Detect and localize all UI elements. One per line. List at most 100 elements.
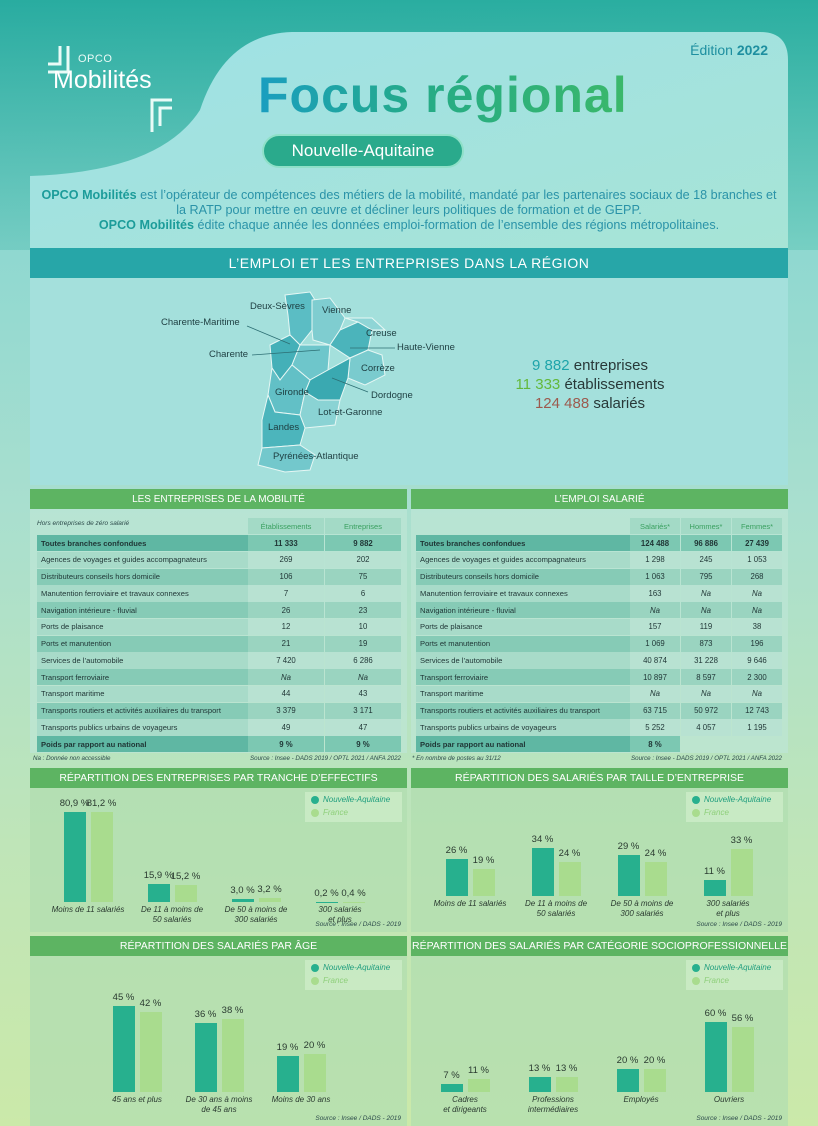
row-label: Poids par rapport au national	[416, 736, 630, 753]
bar	[472, 869, 495, 896]
edition: Édition 2022	[690, 42, 768, 58]
table-note: Hors entreprises de zéro salarié	[37, 520, 130, 527]
table-cell: 9 882	[325, 535, 401, 552]
bar	[558, 862, 581, 896]
row-label: Transport maritime	[416, 685, 630, 702]
table-cell: Na	[248, 669, 324, 686]
value-label: 26 %	[445, 845, 468, 857]
legend: Nouvelle-Aquitaine France	[686, 792, 783, 822]
row-label: Poids par rapport au national	[37, 736, 248, 753]
table-cell: 873	[681, 635, 731, 652]
legend-label: France	[323, 976, 348, 985]
bar	[643, 1068, 666, 1092]
intro-text: est l’opérateur de compétences des métie…	[136, 188, 777, 217]
table-cell: Na	[681, 585, 731, 602]
chart-source: Source : Insee / DADS - 2019	[696, 1115, 782, 1122]
stat-value: 11 333	[515, 376, 561, 393]
legend: Nouvelle-Aquitaine France	[305, 792, 402, 822]
table-cell: 23	[325, 602, 401, 619]
map-label: Pyrénées-Atlantique	[273, 451, 359, 462]
table-cell: 245	[681, 551, 731, 568]
value-label: 38 %	[221, 1005, 244, 1017]
value-label: 19 %	[472, 855, 495, 867]
table-cell: 157	[630, 618, 680, 635]
table-cell: 7	[248, 585, 324, 602]
chart-source: Source : Insee / DADS - 2019	[315, 921, 401, 928]
table-cell: 27 439	[732, 535, 782, 552]
map-label: Charente	[209, 349, 249, 360]
column-header: Hommes*	[681, 518, 731, 534]
table-cell: Na	[630, 602, 680, 619]
category-label: Moins de 11 salariés	[51, 905, 125, 914]
row-label: Manutention ferroviaire et travaux conne…	[416, 585, 630, 602]
map-label: Deux-Sèvres	[250, 301, 305, 312]
intro-paragraph: OPCO Mobilités est l’opérateur de compét…	[36, 188, 782, 218]
table-cell: 163	[630, 585, 680, 602]
edition-year: 2022	[736, 42, 768, 58]
row-label: Ports de plaisance	[416, 618, 630, 635]
table-source: Source : Insee - DADS 2019 / OPTL 2021 /…	[250, 755, 401, 762]
table-cell: 21	[248, 635, 324, 652]
map-label: Haute-Vienne	[397, 342, 455, 353]
table-footnote: * En nombre de postes au 31/12	[412, 755, 501, 762]
value-label: 60 %	[704, 1008, 727, 1019]
value-label: 20 %	[616, 1054, 639, 1066]
category-label: De 50 à moins de 300 salariés	[224, 905, 288, 924]
map-label: Corrèze	[361, 363, 395, 374]
intro-bold: OPCO Mobilités	[41, 188, 137, 202]
table-cell: 31 228	[681, 652, 731, 669]
bar	[221, 1019, 244, 1092]
bar	[139, 1011, 162, 1092]
value-label: 24 %	[558, 848, 581, 860]
section-title: L’EMPLOI ET LES ENTREPRISES DANS LA RÉGI…	[30, 248, 788, 278]
column-header: Entreprises	[325, 518, 401, 534]
category-label: De 11 à moins de 50 salariés	[140, 905, 204, 924]
legend-item: Nouvelle-Aquitaine	[311, 795, 390, 804]
bar	[90, 812, 113, 902]
table-cell: 63 715	[630, 702, 680, 719]
map-label: Lot-et-Garonne	[318, 407, 383, 418]
table-cell: 6	[325, 585, 401, 602]
category-label: Professions intermédiaires	[527, 1095, 579, 1114]
legend-label: France	[323, 808, 348, 817]
table-cell: Na	[325, 669, 401, 686]
row-label: Navigation intérieure - fluvial	[416, 602, 630, 619]
bar	[258, 898, 281, 902]
bar	[617, 855, 640, 896]
column-header: Femmes*	[732, 518, 782, 534]
column-header: Salariés*	[630, 518, 680, 534]
column-header: Établissements	[248, 518, 324, 534]
value-label: 29 %	[617, 841, 640, 853]
table-cell: 43	[325, 685, 401, 702]
legend-swatch	[311, 795, 319, 804]
table-cell: 202	[325, 551, 401, 568]
category-label: Moins de 30 ans	[271, 1095, 331, 1104]
map-label: Dordogne	[371, 390, 413, 401]
row-label: Services de l’automobile	[416, 652, 630, 669]
intro-bold: OPCO Mobilités	[98, 218, 195, 232]
value-label: 13 %	[528, 1062, 551, 1074]
value-label: 20 %	[643, 1054, 666, 1066]
row-label: Ports et manutention	[37, 635, 248, 652]
row-label: Transport maritime	[37, 685, 248, 702]
table-footnote: Na : Donnée non accessible	[33, 755, 111, 762]
row-label: Transport ferroviaire	[416, 669, 630, 686]
bar	[147, 884, 170, 902]
row-label: Navigation intérieure - fluvial	[37, 602, 248, 619]
stat-label: entreprises	[573, 357, 648, 374]
bar	[528, 1076, 551, 1092]
table-cell: 106	[248, 568, 324, 585]
legend-swatch	[692, 808, 700, 817]
logo-big: Mobilités	[53, 66, 152, 94]
row-label: Services de l’automobile	[37, 652, 248, 669]
bar	[467, 1079, 490, 1092]
table-cell: 269	[248, 551, 324, 568]
bar	[730, 849, 753, 896]
stat-value: 9 882	[532, 357, 570, 374]
edition-label: Édition	[690, 42, 733, 58]
legend-swatch	[692, 976, 700, 985]
table-cell: 9 %	[325, 736, 401, 753]
table-cell: 38	[732, 618, 782, 635]
row-label: Agences de voyages et guides accompagnat…	[416, 551, 630, 568]
stat: 11 333 établissements	[450, 376, 730, 393]
